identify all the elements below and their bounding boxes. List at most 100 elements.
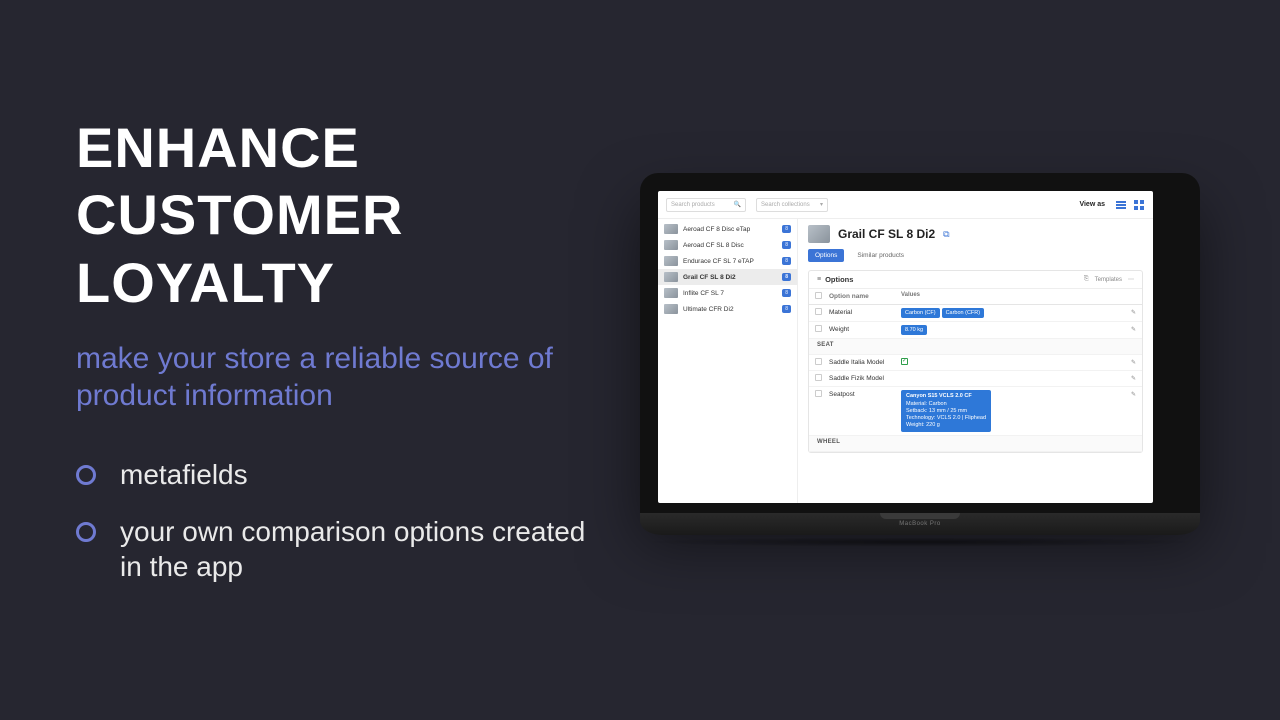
tab-options[interactable]: Options	[808, 249, 844, 262]
bullet-text: your own comparison options created in t…	[120, 514, 600, 584]
product-thumb	[664, 224, 678, 234]
product-thumb	[664, 304, 678, 314]
panel-title: Options	[825, 275, 853, 284]
pill-line: Weight: 220 g	[906, 422, 940, 428]
pill-line: Setback: 13 mm / 25 mm	[906, 408, 967, 414]
table-row: Saddle Fizik Model ✎	[809, 371, 1142, 387]
value-pill[interactable]: Carbon (CFR)	[942, 308, 985, 318]
headline-line: CUSTOMER	[76, 183, 403, 246]
bullet-ring-icon	[76, 522, 96, 542]
options-panel: ≡ Options ⎘ Templates ⋯ Option nam	[808, 270, 1143, 453]
bullet-item: your own comparison options created in t…	[76, 514, 600, 584]
check-icon	[901, 358, 908, 365]
search-collections-input[interactable]: Search collections ▾	[756, 198, 828, 212]
product-thumb	[664, 240, 678, 250]
row-checkbox[interactable]	[815, 390, 822, 397]
chevron-down-icon: ▾	[820, 201, 823, 208]
count-badge: 8	[782, 241, 791, 249]
pill-line: Technology: VCLS 2.0 | Fliphead	[906, 415, 986, 421]
table-row: Weight 8.70 kg ✎	[809, 322, 1142, 339]
search-placeholder: Search collections	[761, 202, 810, 208]
row-checkbox[interactable]	[815, 358, 822, 365]
templates-button[interactable]: Templates	[1095, 277, 1122, 283]
view-as-label: View as	[1079, 201, 1105, 208]
section-row: WHEEL	[809, 436, 1142, 452]
sidebar-item[interactable]: Aeroad CF SL 8 Disc 8	[658, 237, 797, 253]
table-row: Saddle Italia Model ✎	[809, 355, 1142, 371]
tab-bar: Options Similar products	[808, 249, 1143, 262]
sidebar-item[interactable]: Ultimate CFR Di2 8	[658, 301, 797, 317]
sidebar-item[interactable]: Inflite CF SL 7 8	[658, 285, 797, 301]
laptop-mockup: Search products 🔍 Search collections ▾ V…	[640, 173, 1200, 547]
edit-icon[interactable]: ✎	[1122, 390, 1136, 398]
main-panel: Grail CF SL 8 Di2 ⧉ Options Similar prod…	[798, 219, 1153, 503]
table-row: Material Carbon (CF) Carbon (CFR) ✎	[809, 305, 1142, 322]
pill-title: Canyon S15 VCLS 2.0 CF	[906, 393, 986, 400]
more-icon[interactable]: ⋯	[1128, 276, 1134, 283]
col-header-name: Option name	[829, 292, 901, 300]
view-grid-icon[interactable]	[1133, 199, 1145, 211]
sidebar-item[interactable]: Endurace CF SL 7 eTAP 8	[658, 253, 797, 269]
headline-line: ENHANCE	[76, 116, 360, 179]
option-name: Weight	[829, 325, 901, 333]
tab-similar-products[interactable]: Similar products	[850, 249, 911, 262]
templates-icon: ⎘	[1084, 276, 1089, 283]
edit-icon[interactable]: ✎	[1122, 308, 1136, 316]
row-checkbox[interactable]	[815, 325, 822, 332]
search-products-input[interactable]: Search products 🔍	[666, 198, 746, 212]
sidebar-item-label: Aeroad CF SL 8 Disc	[683, 242, 744, 249]
search-placeholder: Search products	[671, 202, 715, 208]
product-title: Grail CF SL 8 Di2	[838, 227, 935, 241]
bullet-item: metafields	[76, 457, 600, 492]
laptop-label: MacBook Pro	[899, 521, 941, 527]
table-row: Seatpost Canyon S15 VCLS 2.0 CF Material…	[809, 387, 1142, 436]
options-icon: ≡	[817, 276, 821, 283]
count-badge: 8	[782, 225, 791, 233]
value-pill[interactable]: 8.70 kg	[901, 325, 927, 335]
edit-icon[interactable]: ✎	[1122, 374, 1136, 382]
sidebar-item-label: Grail CF SL 8 Di2	[683, 274, 736, 281]
edit-icon[interactable]: ✎	[1122, 325, 1136, 333]
sidebar-item[interactable]: Aeroad CF 8 Disc eTap 8	[658, 221, 797, 237]
option-name: Material	[829, 308, 901, 316]
sidebar-item-label: Aeroad CF 8 Disc eTap	[683, 226, 750, 233]
option-name: Seatpost	[829, 390, 901, 398]
headline: ENHANCE CUSTOMER LOYALTY	[76, 114, 600, 316]
row-checkbox[interactable]	[815, 374, 822, 381]
bullet-text: metafields	[120, 457, 248, 492]
table-header-row: Option name Values	[809, 289, 1142, 305]
sidebar-item-label: Inflite CF SL 7	[683, 290, 724, 297]
bullet-ring-icon	[76, 465, 96, 485]
count-badge: 8	[782, 257, 791, 265]
row-checkbox[interactable]	[815, 308, 822, 315]
sidebar-item-label: Ultimate CFR Di2	[683, 306, 734, 313]
col-header-values: Values	[901, 292, 1122, 298]
view-list-icon[interactable]	[1115, 199, 1127, 211]
pill-line: Material: Carbon	[906, 401, 947, 407]
topbar: Search products 🔍 Search collections ▾ V…	[658, 191, 1153, 219]
value-pill[interactable]: Carbon (CF)	[901, 308, 940, 318]
app-screenshot: Search products 🔍 Search collections ▾ V…	[658, 191, 1153, 503]
product-thumb	[664, 272, 678, 282]
section-row: SEAT	[809, 339, 1142, 355]
select-all-checkbox[interactable]	[815, 292, 822, 299]
sidebar-item-label: Endurace CF SL 7 eTAP	[683, 258, 754, 265]
edit-icon[interactable]: ✎	[1122, 358, 1136, 366]
product-thumb-large	[808, 225, 830, 243]
product-header: Grail CF SL 8 Di2 ⧉	[808, 225, 1143, 243]
sidebar-item-active[interactable]: Grail CF SL 8 Di2 8	[658, 269, 797, 285]
count-badge: 8	[782, 273, 791, 281]
bullet-list: metafields your own comparison options c…	[76, 457, 600, 584]
count-badge: 8	[782, 289, 791, 297]
external-link-icon[interactable]: ⧉	[943, 229, 949, 240]
value-detail-pill[interactable]: Canyon S15 VCLS 2.0 CF Material: Carbon …	[901, 390, 991, 432]
count-badge: 8	[782, 305, 791, 313]
headline-line: LOYALTY	[76, 251, 335, 314]
laptop-base: MacBook Pro	[640, 513, 1200, 535]
product-thumb	[664, 256, 678, 266]
option-name: Saddle Fizik Model	[829, 374, 901, 382]
search-icon: 🔍	[734, 201, 741, 208]
subheadline: make your store a reliable source of pro…	[76, 340, 600, 415]
product-sidebar: Aeroad CF 8 Disc eTap 8 Aeroad CF SL 8 D…	[658, 219, 798, 503]
product-thumb	[664, 288, 678, 298]
